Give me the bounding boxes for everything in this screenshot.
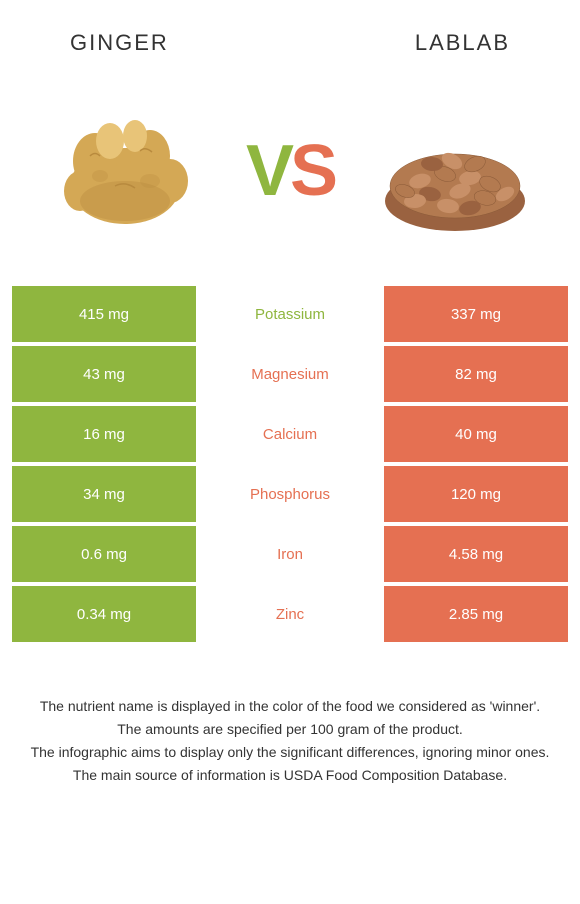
vs-v: V: [246, 131, 290, 211]
footnote-line: The nutrient name is displayed in the co…: [20, 696, 560, 717]
table-row: 34 mgPhosphorus120 mg: [12, 466, 568, 522]
table-row: 43 mgMagnesium82 mg: [12, 346, 568, 402]
nutrient-table: 415 mgPotassium337 mg43 mgMagnesium82 mg…: [0, 286, 580, 642]
table-row: 415 mgPotassium337 mg: [12, 286, 568, 342]
cell-right-value: 4.58 mg: [384, 526, 568, 582]
cell-nutrient-label: Zinc: [198, 586, 382, 642]
cell-nutrient-label: Phosphorus: [198, 466, 382, 522]
ginger-image: [40, 86, 210, 256]
vs-s: S: [290, 131, 334, 211]
footnote-line: The amounts are specified per 100 gram o…: [20, 719, 560, 740]
table-row: 0.6 mgIron4.58 mg: [12, 526, 568, 582]
cell-nutrient-label: Iron: [198, 526, 382, 582]
cell-right-value: 2.85 mg: [384, 586, 568, 642]
cell-left-value: 43 mg: [12, 346, 196, 402]
footnote-line: The main source of information is USDA F…: [20, 765, 560, 786]
cell-right-value: 82 mg: [384, 346, 568, 402]
cell-right-value: 40 mg: [384, 406, 568, 462]
hero-row: VS: [0, 66, 580, 286]
cell-left-value: 415 mg: [12, 286, 196, 342]
vs-label: VS: [246, 130, 334, 212]
cell-left-value: 16 mg: [12, 406, 196, 462]
table-row: 0.34 mgZinc2.85 mg: [12, 586, 568, 642]
header: GINGER LABLAB: [0, 0, 580, 66]
cell-left-value: 0.6 mg: [12, 526, 196, 582]
cell-nutrient-label: Calcium: [198, 406, 382, 462]
table-row: 16 mgCalcium40 mg: [12, 406, 568, 462]
footnote-line: The infographic aims to display only the…: [20, 742, 560, 763]
footnotes: The nutrient name is displayed in the co…: [0, 646, 580, 786]
title-right: LABLAB: [415, 30, 510, 56]
cell-nutrient-label: Magnesium: [198, 346, 382, 402]
lablab-image: [370, 86, 540, 256]
title-left: GINGER: [70, 30, 169, 56]
cell-left-value: 34 mg: [12, 466, 196, 522]
cell-right-value: 337 mg: [384, 286, 568, 342]
cell-left-value: 0.34 mg: [12, 586, 196, 642]
cell-right-value: 120 mg: [384, 466, 568, 522]
cell-nutrient-label: Potassium: [198, 286, 382, 342]
